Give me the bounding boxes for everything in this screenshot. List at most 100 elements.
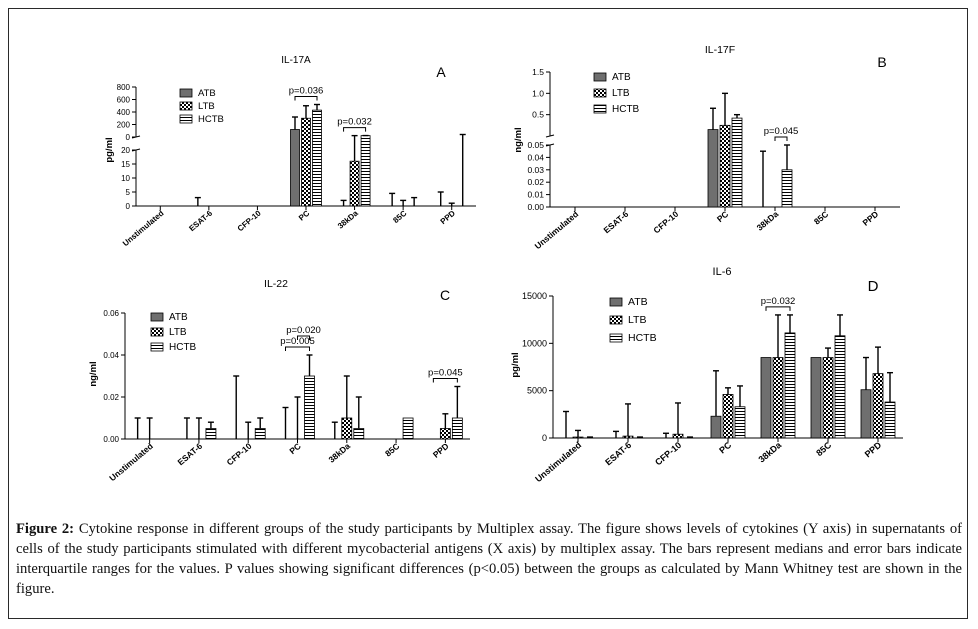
x-tick-label: 85C [812, 209, 830, 227]
legend-swatch-hctb [609, 333, 623, 343]
caption-label: Figure 2: [16, 521, 75, 537]
panel-letter: C [440, 287, 450, 303]
significance-label: p=0.036 [289, 86, 324, 97]
legend-label-ltb: LTB [169, 327, 187, 338]
bar-hctb [784, 332, 796, 439]
y-tick-label: 0.05 [527, 140, 544, 150]
bar-hctb [254, 428, 266, 440]
y-tick-label: 1.0 [532, 88, 544, 98]
panel-c: IL-22 Cng/ml 0.06 0.04 0.02 0.00 ATB LTB HCTB Uns… [88, 278, 470, 483]
figure-frame [8, 8, 968, 619]
y-tick-label: 0.04 [103, 351, 119, 360]
panel-letter: B [877, 54, 886, 70]
bar-atb [290, 129, 300, 207]
x-tick-label: PC [287, 441, 302, 456]
axis-break-mark [545, 134, 555, 138]
bar-atb [810, 357, 822, 439]
x-tick-label: CFP-10 [651, 209, 680, 236]
significance-label: p=0.045 [764, 126, 799, 137]
x-tick-label: PPD [439, 208, 458, 226]
legend-swatch-ltb [179, 101, 193, 111]
significance-label: p=0.020 [286, 325, 321, 336]
chart-title: IL-17A [281, 55, 311, 66]
significance-label: p=0.005 [280, 336, 315, 347]
legend-label-atb: ATB [628, 296, 648, 308]
y-tick-label: 200 [117, 121, 131, 130]
significance-bracket [432, 378, 458, 383]
y-tick-label: 0.5 [532, 110, 544, 120]
x-tick-label: CFP-10 [653, 440, 683, 468]
x-tick-label: PPD [863, 440, 884, 460]
y-tick-label: 0.01 [527, 190, 544, 200]
significance-label: p=0.032 [761, 296, 796, 307]
legend-swatch-ltb [150, 327, 164, 337]
y-tick-label: 15000 [522, 291, 547, 301]
y-tick-label: 0.03 [527, 165, 544, 175]
legend-label-ltb: LTB [628, 314, 646, 326]
chart-title: IL-6 [713, 266, 732, 278]
chart-title: IL-22 [264, 278, 288, 290]
bar-hctb [353, 428, 365, 440]
bar-hctb [312, 109, 322, 207]
bar-ltb [872, 373, 884, 439]
significance-bracket [285, 346, 310, 351]
legend-label-hctb: HCTB [198, 114, 224, 125]
y-tick-label: 0.00 [103, 435, 119, 444]
legend-label-hctb: HCTB [628, 332, 657, 344]
bar-ltb [719, 124, 731, 208]
panel-letter: D [868, 278, 879, 295]
legend-swatch-hctb [593, 104, 607, 114]
significance-bracket [297, 335, 310, 340]
legend-swatch-atb [179, 88, 193, 98]
y-tick-label: 0 [126, 202, 131, 211]
significance-bracket [343, 127, 367, 132]
x-tick-label: Unstimulated [121, 209, 166, 249]
bar-ltb [772, 357, 784, 439]
bar-ltb [672, 433, 684, 439]
bar-hctb [731, 117, 743, 208]
figure-charts: IL-17A Apg/ml 800 600 400 200 0 20 15 10 5 0 ATB LTB H… [88, 44, 903, 484]
x-tick-label: 85C [383, 441, 401, 459]
legend-swatch-atb [150, 312, 164, 322]
x-tick-label: ESAT-6 [175, 441, 204, 468]
y-axis-label: ng/ml [88, 361, 99, 386]
bar-ltb [439, 428, 451, 440]
legend-swatch-ltb [609, 315, 623, 325]
y-tick-label: 0 [126, 133, 131, 142]
x-tick-label: 85C [814, 440, 833, 459]
significance-label: p=0.045 [428, 368, 463, 379]
x-tick-label: Unstimulated [533, 209, 581, 251]
y-axis-label: pg/ml [104, 137, 115, 162]
x-tick-label: 38kDa [755, 209, 781, 233]
x-tick-label: PC [717, 440, 733, 456]
bar-ltb [301, 117, 311, 207]
bar-ltb [341, 417, 353, 440]
y-tick-label: 0.00 [527, 202, 544, 212]
x-tick-label: 38kDa [326, 441, 352, 465]
bar-ltb [822, 357, 834, 439]
x-tick-label: ESAT-6 [602, 209, 631, 236]
legend-label-ltb: LTB [198, 101, 215, 112]
significance-bracket [294, 96, 318, 101]
x-tick-label: Unstimulated [107, 441, 155, 483]
legend-swatch-atb [593, 72, 607, 82]
legend-label-ltb: LTB [612, 88, 630, 99]
bar-hctb [402, 417, 414, 440]
y-tick-label: 800 [117, 83, 131, 92]
bar-hctb [360, 135, 371, 207]
bar-ltb [722, 394, 734, 439]
y-tick-label: 0.02 [103, 393, 119, 402]
chart-title: IL-17F [705, 44, 735, 56]
y-tick-label: 5 [126, 188, 131, 197]
bar-ltb [349, 160, 360, 207]
panel-d: IL-6 Dpg/ml 15000 10000 5000 0 ATB LTB HCTB Unsti… [510, 266, 903, 484]
bar-hctb [781, 169, 793, 208]
y-tick-label: 0 [542, 433, 547, 443]
bar-hctb [734, 406, 746, 439]
figure-caption: Figure 2: Cytokine response in different… [16, 519, 962, 599]
y-tick-label: 5000 [527, 386, 547, 396]
bar-hctb [884, 401, 896, 439]
legend-label-atb: ATB [612, 72, 631, 83]
x-tick-label: ESAT-6 [187, 208, 214, 233]
x-tick-label: 38kDa [336, 208, 360, 230]
